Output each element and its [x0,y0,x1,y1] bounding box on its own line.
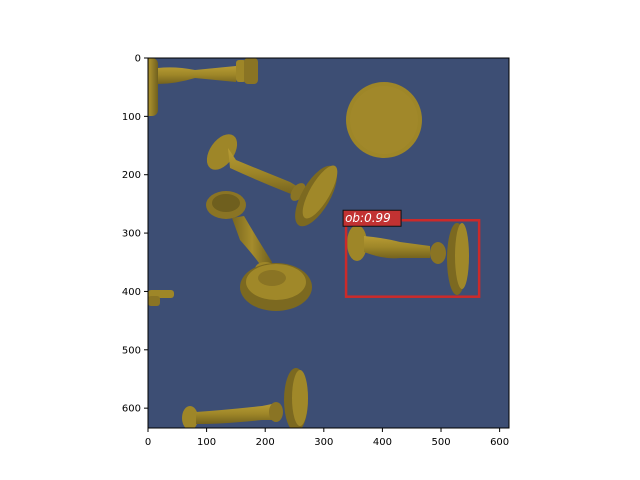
chess-piece-upper-middle [206,134,338,227]
chess-piece-center [206,191,312,311]
y-tick-label: 0 [135,54,141,65]
y-tick-label: 600 [122,404,141,415]
y-axis-ticks: 0 100 200 300 400 500 600 [122,54,148,415]
chess-piece-top-left [148,58,258,116]
chess-piece-disc [346,82,422,158]
chess-piece-bottom [182,368,308,428]
image-area [148,58,509,428]
y-tick-label: 200 [122,170,141,181]
y-tick-label: 300 [122,229,141,240]
detection-label-background [342,209,402,227]
y-tick-label: 400 [122,287,141,298]
x-tick-label: 100 [197,437,216,448]
detection-box [344,218,481,298]
detection-label: ob:0.99 [345,211,391,225]
chess-piece-left-edge [148,290,174,306]
y-tick-label: 500 [122,345,141,356]
chess-piece-detected [347,223,469,295]
x-tick-label: 600 [490,437,509,448]
x-tick-label: 0 [145,437,151,448]
x-axis-ticks: 0 100 200 300 400 500 600 [145,428,509,448]
x-tick-label: 300 [314,437,333,448]
x-tick-label: 400 [373,437,392,448]
x-tick-label: 500 [431,437,450,448]
axes-frame [147,57,510,429]
y-tick-label: 100 [122,112,141,123]
detections-layer: ob:0.99 [342,209,481,298]
x-tick-label: 200 [256,437,275,448]
